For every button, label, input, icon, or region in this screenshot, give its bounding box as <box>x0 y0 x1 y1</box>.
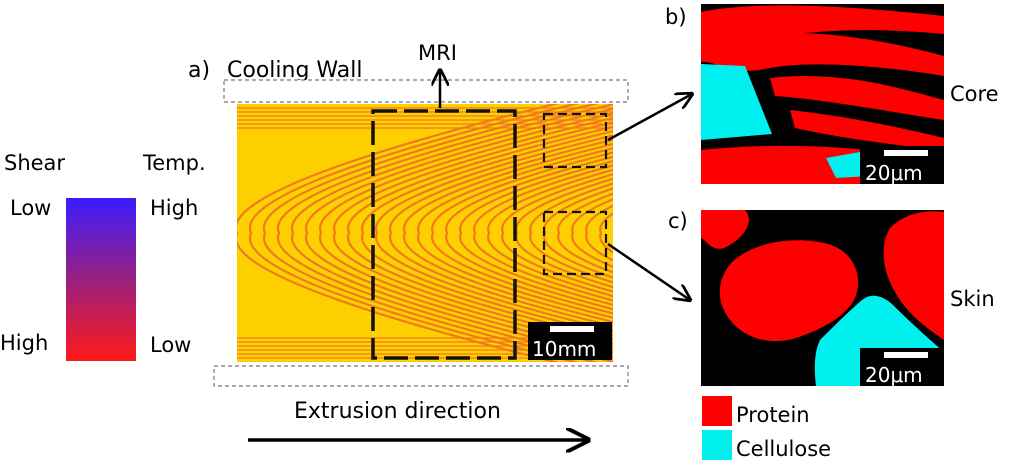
flow-stripe <box>417 147 613 319</box>
flow-stripe <box>374 134 613 332</box>
scale-bar-20um-skin-label: 20μm <box>865 363 923 387</box>
scale-bar-10mm-label: 10mm <box>532 337 596 361</box>
cooling-wall-label: Cooling Wall <box>227 58 362 83</box>
protein-legend-label: Protein <box>736 403 810 427</box>
flow-stripe <box>445 155 613 311</box>
flow-stripe <box>304 112 613 354</box>
shear-title: Shear <box>4 151 65 175</box>
cellulose-region <box>701 64 772 140</box>
shear-high-label: High <box>0 331 48 355</box>
panel-a-label: a) <box>188 58 210 83</box>
flow-stripe <box>529 182 613 284</box>
flow-stripe <box>599 212 613 254</box>
scale-bar-20um-core-label: 20μm <box>865 161 923 185</box>
cellulose-swatch <box>702 430 732 460</box>
arrow-to-core <box>607 94 692 142</box>
temp-high-label: High <box>150 196 198 220</box>
flow-stripe <box>276 104 613 362</box>
extrusion-direction-label: Extrusion direction <box>294 399 501 424</box>
flow-stripe <box>248 104 580 362</box>
flow-stripe <box>237 104 560 362</box>
protein-region <box>883 211 944 340</box>
gradient-scale <box>66 198 136 361</box>
cellulose-legend-label: Cellulose <box>736 437 831 461</box>
flow-stripe <box>459 159 613 307</box>
arrow-to-skin <box>607 242 690 300</box>
panel-c-label: c) <box>668 209 688 233</box>
flow-stripe <box>557 192 613 274</box>
skin-sample-box <box>542 210 608 276</box>
temp-title: Temp. <box>142 151 206 175</box>
flow-stripe <box>290 107 613 359</box>
skin-label: Skin <box>950 287 995 311</box>
flow-stripe <box>431 151 613 315</box>
core-sample-box <box>542 112 608 169</box>
flow-stripe <box>473 164 613 302</box>
protein-region <box>719 240 859 342</box>
protein-region <box>701 5 944 50</box>
protein-region <box>701 210 749 249</box>
mri-region-box <box>371 109 517 360</box>
flow-stripe <box>487 168 613 298</box>
temp-low-label: Low <box>150 333 191 357</box>
flow-stripe <box>403 142 613 324</box>
core-label: Core <box>950 82 999 106</box>
flow-stripe <box>571 198 613 268</box>
cooling-wall-top <box>223 79 629 103</box>
flow-stripe <box>262 104 600 362</box>
protein-region <box>790 110 944 150</box>
flow-stripe <box>501 173 613 293</box>
flow-stripe <box>332 121 613 345</box>
protein-region <box>701 32 944 76</box>
scale-bar-10mm: 10mm <box>528 322 612 361</box>
flow-stripe <box>515 177 613 289</box>
flow-stripe <box>360 130 613 336</box>
cellulose-region <box>826 152 870 178</box>
cooling-wall-bottom <box>213 365 629 387</box>
protein-swatch <box>702 396 732 426</box>
core-micrograph: 20μm <box>701 4 944 185</box>
shear-low-label: Low <box>10 196 51 220</box>
mri-label: MRI <box>418 41 457 65</box>
flow-stripe <box>318 116 613 350</box>
skin-micrograph: 20μm <box>701 210 944 387</box>
flow-stripe <box>585 204 613 262</box>
flow-stripe <box>389 138 613 328</box>
protein-region <box>770 76 944 120</box>
panel-b-label: b) <box>665 5 687 29</box>
